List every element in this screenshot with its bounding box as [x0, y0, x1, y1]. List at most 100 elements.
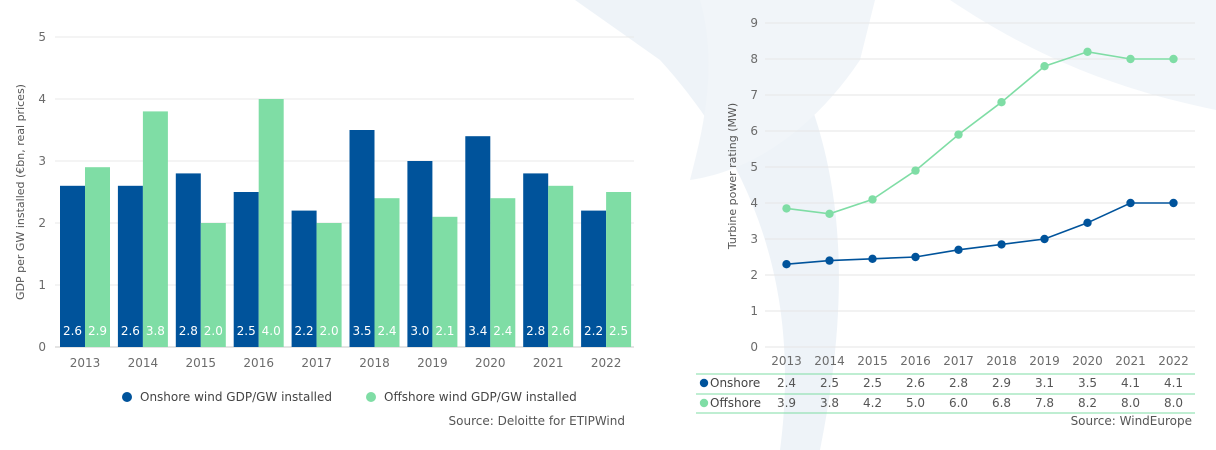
x-tick-label: 2015 — [857, 354, 888, 368]
bar-data-label: 2.6 — [121, 324, 140, 338]
table-cell: 4.1 — [1164, 376, 1183, 390]
table-cell: 5.0 — [906, 396, 925, 410]
y-tick-label: 3 — [38, 154, 46, 168]
line-chart-source: Source: WindEurope — [1070, 414, 1192, 428]
bar-onshore — [581, 210, 607, 347]
data-point-onshore — [997, 240, 1006, 249]
bar-onshore — [349, 130, 375, 347]
bar-onshore — [60, 185, 85, 347]
x-tick-label: 2019 — [417, 356, 448, 370]
y-tick-labels: 0 1 2 3 4 5 6 7 8 9 — [750, 16, 758, 354]
y-tick-label: 1 — [750, 304, 758, 318]
bar-offshore — [374, 198, 400, 347]
x-tick-label: 2020 — [1072, 354, 1103, 368]
data-point-offshore — [997, 98, 1006, 107]
table-cell: 3.9 — [777, 396, 796, 410]
y-tick-label: 1 — [38, 278, 46, 292]
y-tick-label: 5 — [38, 30, 46, 44]
table-cell: 2.5 — [863, 376, 882, 390]
bar-data-label: 2.5 — [237, 324, 256, 338]
y-tick-label: 2 — [750, 268, 758, 282]
table-cell: 2.6 — [906, 376, 925, 390]
y-tick-label: 4 — [750, 196, 758, 210]
bar-data-label: 2.6 — [551, 324, 570, 338]
bar-offshore — [142, 111, 168, 348]
bar-data-label: 2.6 — [63, 324, 82, 338]
table-cell: 2.4 — [777, 376, 796, 390]
bar-data-label: 2.9 — [88, 324, 107, 338]
bar-data-label: 2.8 — [179, 324, 198, 338]
legend-swatch-onshore — [122, 392, 132, 402]
line-offshore — [786, 50, 1174, 215]
bar-data-label: 2.0 — [204, 324, 223, 338]
x-tick-label: 2017 — [301, 356, 332, 370]
data-point-onshore — [911, 252, 920, 262]
data-point-onshore — [1126, 198, 1135, 208]
data-point-onshore — [1169, 198, 1178, 208]
bar-onshore — [233, 192, 259, 347]
bar-offshore — [606, 192, 632, 347]
table-cell: 2.8 — [949, 376, 968, 390]
legend-swatch-offshore — [366, 392, 377, 402]
data-point-onshore — [954, 245, 963, 254]
x-tick-label: 2022 — [591, 356, 622, 370]
table-cell: 8.2 — [1078, 396, 1097, 410]
x-tick-label: 2022 — [1158, 354, 1189, 368]
table-cell: 3.1 — [1035, 376, 1054, 390]
bar-data-label: 2.1 — [435, 324, 454, 338]
bar-offshore — [316, 223, 342, 347]
data-point-offshore — [1126, 54, 1135, 64]
x-tick-label: 2018 — [986, 354, 1017, 368]
data-point-onshore — [825, 256, 834, 265]
y-tick-label: 6 — [750, 124, 758, 138]
bar-data-label: 3.4 — [468, 324, 487, 338]
table-row-label: Onshore — [710, 376, 760, 390]
table-cell: 3.8 — [820, 396, 839, 410]
y-tick-label: 7 — [750, 88, 758, 102]
x-tick-label: 2021 — [533, 356, 564, 370]
data-point-offshore — [911, 166, 920, 175]
y-gridlines — [765, 22, 1195, 348]
x-tick-label: 2018 — [359, 356, 390, 370]
bar-offshore — [490, 198, 516, 347]
y-tick-label: 2 — [38, 216, 46, 230]
table-swatch-onshore — [699, 378, 709, 388]
data-point-offshore — [1040, 61, 1049, 71]
legend-item-offshore: Offshore wind GDP/GW installed — [366, 390, 577, 404]
bar-offshore — [548, 185, 574, 347]
bar-data-label: 2.2 — [295, 324, 314, 338]
table-cell: 2.5 — [820, 376, 839, 390]
data-point-offshore — [954, 130, 963, 139]
bar-chart-source: Source: Deloitte for ETIPWind — [448, 414, 625, 428]
y-tick-label: 0 — [38, 340, 46, 354]
table-swatch-offshore — [699, 398, 709, 408]
table-cell: 4.2 — [863, 396, 882, 410]
data-point-onshore — [868, 254, 877, 263]
bar-data-label: 3.5 — [352, 324, 371, 338]
bar-onshore — [523, 173, 549, 347]
bar-data-label: 3.0 — [410, 324, 429, 338]
y-tick-label: 4 — [38, 92, 46, 106]
x-tick-label: 2016 — [900, 354, 931, 368]
bar-offshore — [200, 223, 226, 347]
x-tick-label: 2021 — [1115, 354, 1146, 368]
data-point-offshore — [1083, 47, 1092, 56]
bar-data-label: 2.0 — [320, 324, 339, 338]
bar-data-label: 4.0 — [262, 324, 281, 338]
y-tick-label: 9 — [750, 16, 758, 30]
table-cell: 6.0 — [949, 396, 968, 410]
bar-offshore — [432, 216, 458, 347]
y-tick-labels: 0 1 2 3 4 5 — [38, 30, 46, 354]
legend-item-onshore: Onshore wind GDP/GW installed — [122, 390, 332, 404]
bar-data-label: 3.8 — [146, 324, 165, 338]
x-tick-label: 2014 — [814, 354, 845, 368]
x-tick-label: 2015 — [186, 356, 217, 370]
legend-label-onshore: Onshore wind GDP/GW installed — [140, 390, 333, 404]
bar-data-label: 2.4 — [377, 324, 396, 338]
data-point-offshore — [868, 195, 877, 204]
bar-onshore — [407, 161, 433, 347]
bar-data-label: 2.4 — [493, 324, 512, 338]
x-tick-label: 2016 — [243, 356, 274, 370]
bar-offshore — [85, 167, 110, 347]
